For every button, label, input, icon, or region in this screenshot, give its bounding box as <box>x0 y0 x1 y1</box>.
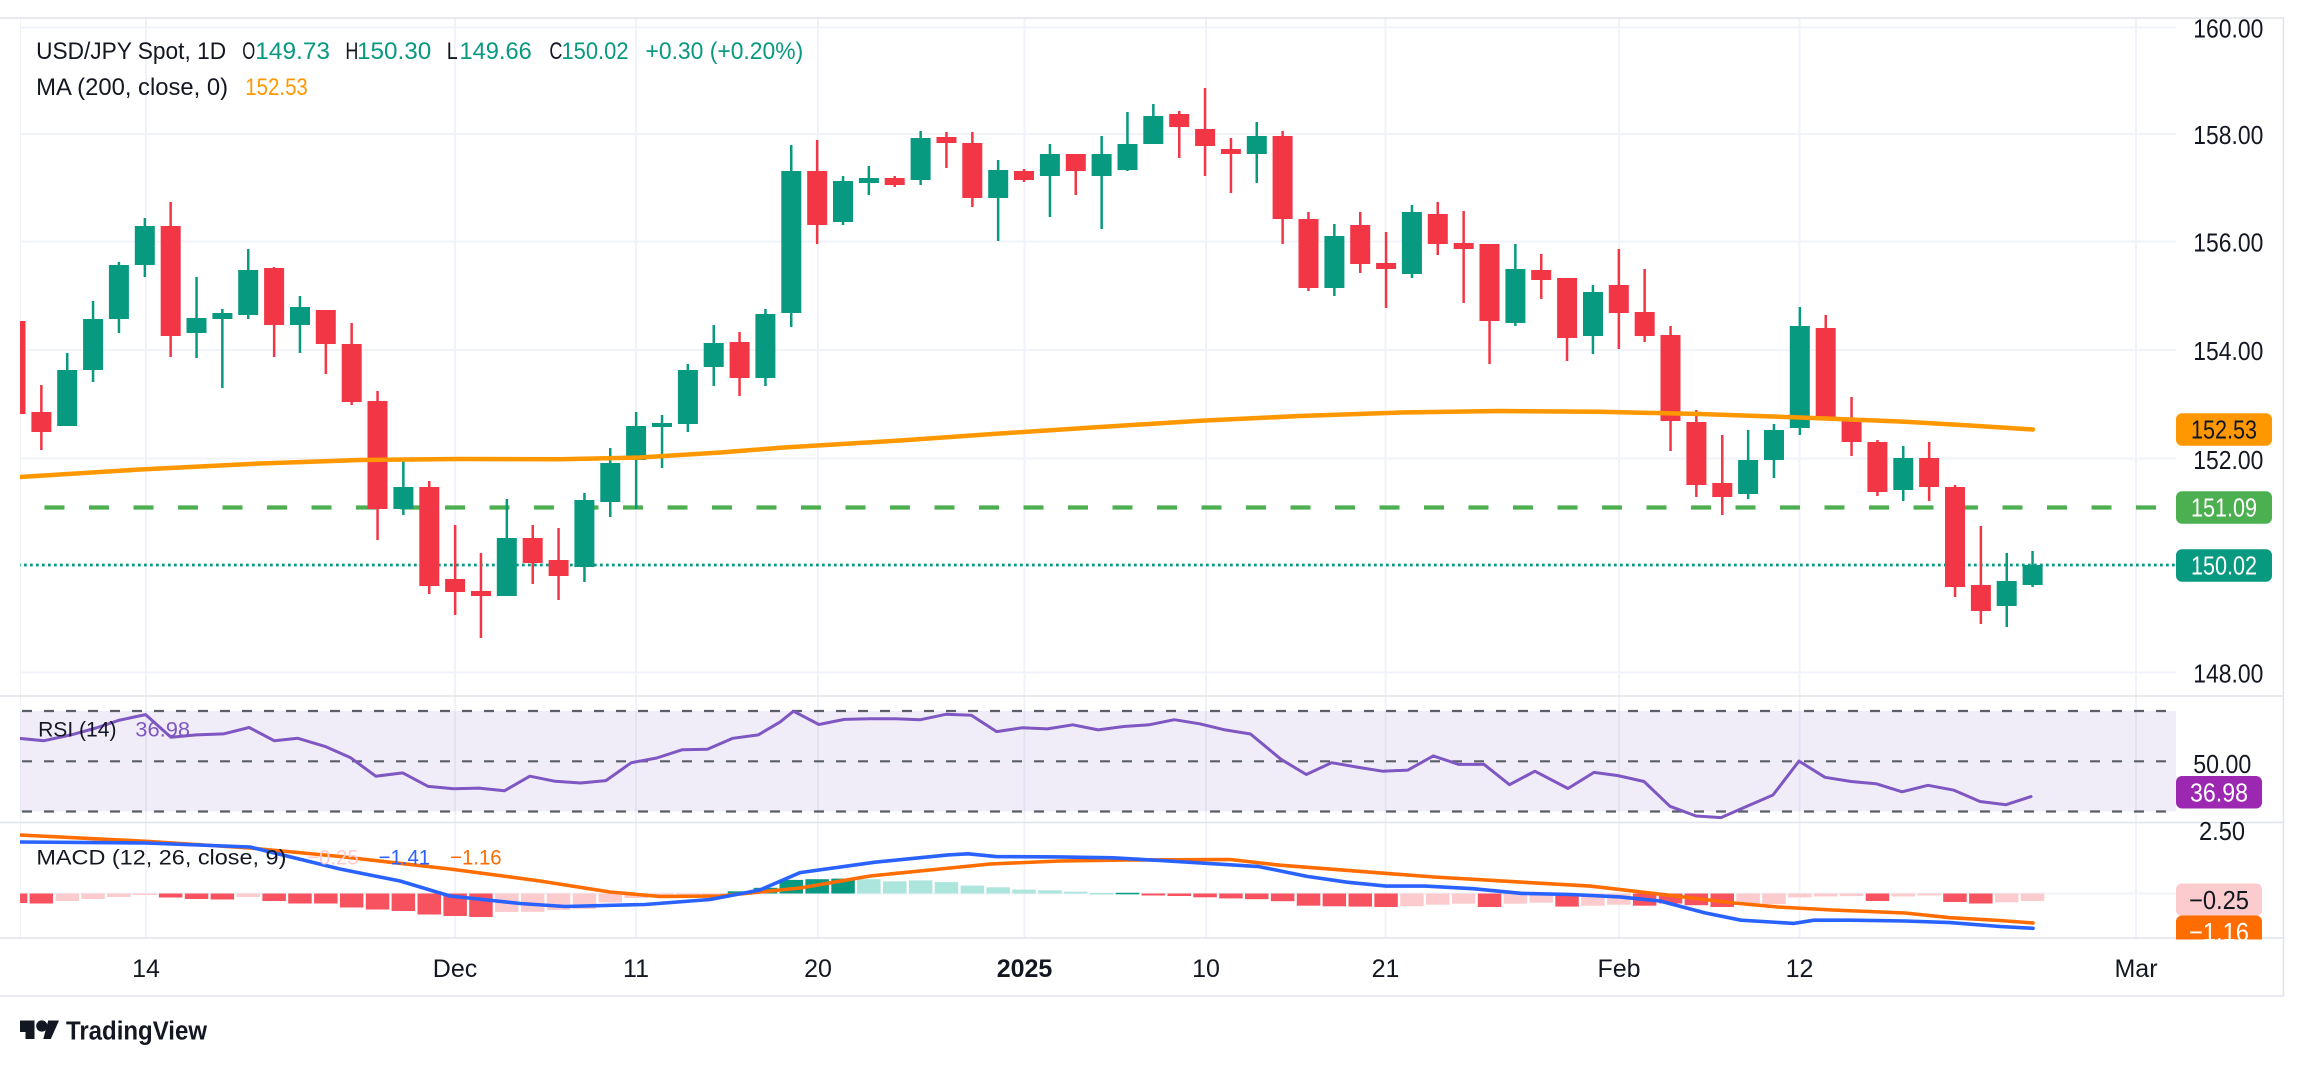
svg-text:21: 21 <box>1372 955 1400 983</box>
svg-text:50.00: 50.00 <box>2193 749 2251 779</box>
svg-text:−0.25: −0.25 <box>2189 885 2249 915</box>
svg-text:Feb: Feb <box>1597 955 1640 983</box>
svg-text:14: 14 <box>132 955 160 983</box>
svg-text:152.53: 152.53 <box>245 74 307 101</box>
svg-text:149.66: 149.66 <box>460 38 532 65</box>
svg-text:−1.41: −1.41 <box>379 846 431 870</box>
svg-text:156.00: 156.00 <box>2193 228 2263 258</box>
svg-text:151.09: 151.09 <box>2191 493 2257 523</box>
svg-text:MACD (12, 26, close, 9): MACD (12, 26, close, 9) <box>36 846 286 870</box>
svg-text:O: O <box>242 38 255 65</box>
svg-text:160.00: 160.00 <box>2193 14 2263 44</box>
svg-text:12: 12 <box>1786 955 1814 983</box>
svg-text:−1.16: −1.16 <box>2189 917 2249 947</box>
svg-text:148.00: 148.00 <box>2193 659 2263 689</box>
svg-text:20: 20 <box>804 955 832 983</box>
svg-text:+0.30 (+0.20%): +0.30 (+0.20%) <box>646 38 804 65</box>
svg-text:USD/JPY Spot, 1D: USD/JPY Spot, 1D <box>36 38 226 65</box>
svg-text:152.00: 152.00 <box>2193 445 2263 475</box>
svg-text:158.00: 158.00 <box>2193 120 2263 150</box>
svg-text:Mar: Mar <box>2114 955 2157 983</box>
svg-text:36.98: 36.98 <box>2190 778 2248 808</box>
svg-text:10: 10 <box>1192 955 1220 983</box>
svg-text:TradingView: TradingView <box>66 1018 207 1046</box>
svg-text:150.02: 150.02 <box>562 38 629 65</box>
svg-text:H: H <box>345 38 358 65</box>
svg-text:150.02: 150.02 <box>2191 551 2257 581</box>
svg-text:36.98: 36.98 <box>135 719 190 742</box>
svg-text:−1.16: −1.16 <box>450 846 502 870</box>
svg-text:149.73: 149.73 <box>255 38 330 65</box>
svg-text:2.50: 2.50 <box>2199 816 2245 846</box>
svg-text:154.00: 154.00 <box>2193 336 2263 366</box>
svg-text:150.30: 150.30 <box>357 38 431 65</box>
svg-text:MA (200, close, 0): MA (200, close, 0) <box>36 74 228 101</box>
svg-text:L: L <box>447 38 458 65</box>
svg-text:11: 11 <box>623 955 649 983</box>
svg-text:C: C <box>549 38 562 65</box>
svg-text:2025: 2025 <box>997 955 1053 983</box>
svg-text:152.53: 152.53 <box>2191 415 2257 445</box>
svg-text:Dec: Dec <box>433 955 477 983</box>
svg-text:RSI (14): RSI (14) <box>38 719 116 742</box>
svg-text:−0.25: −0.25 <box>307 846 359 870</box>
